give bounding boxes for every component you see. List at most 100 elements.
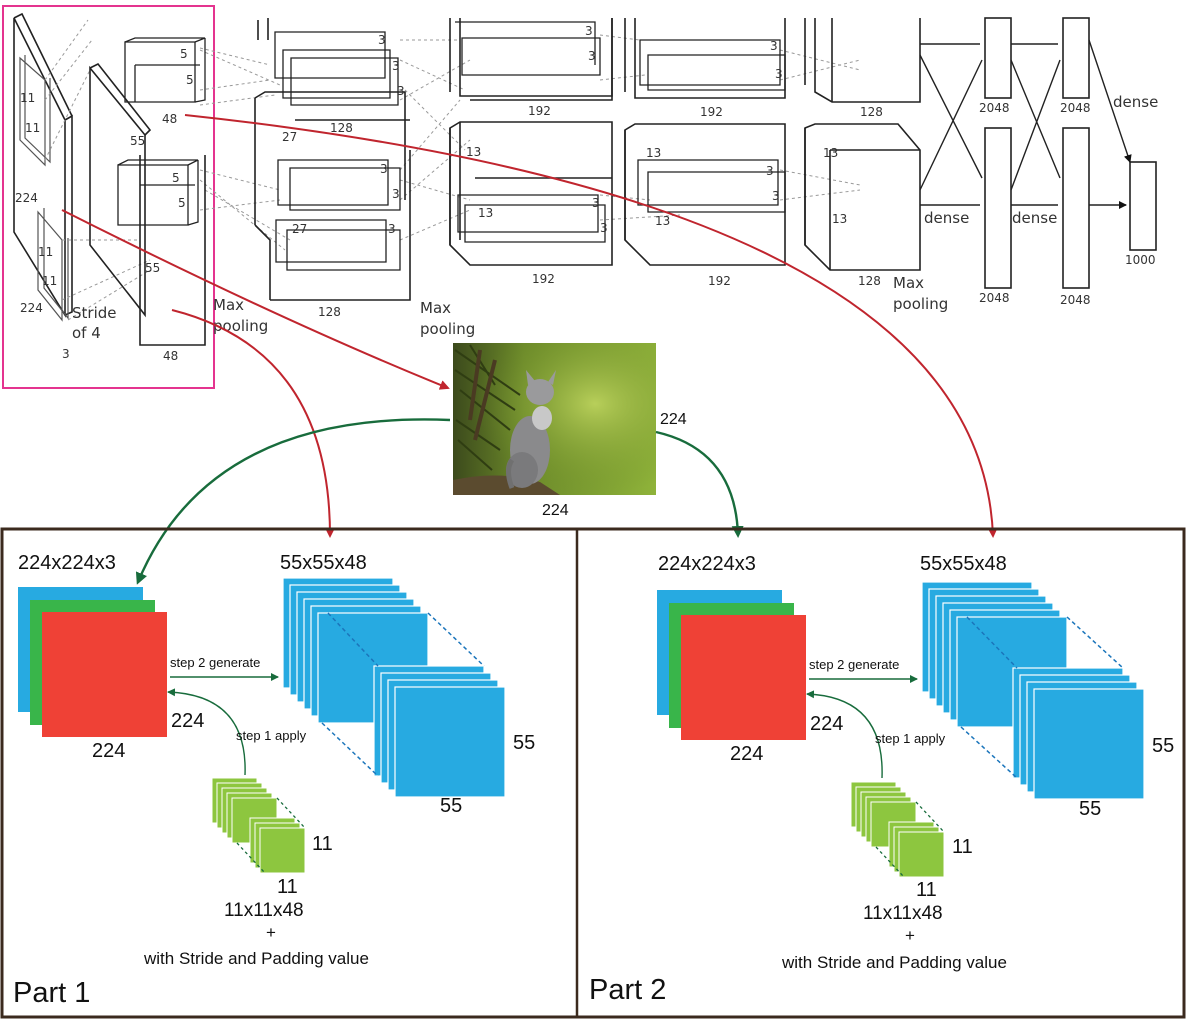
conv3-k1: 3 [585,24,593,38]
conv3-k2: 3 [588,49,596,63]
part1-note: with Stride and Padding value [143,949,369,968]
green-arrow-to-part2 [655,430,744,538]
part1-input-height: 224 [92,740,125,762]
conv1-bottom-volume [117,155,206,346]
kitten-photo: 224 224 [453,343,687,519]
conv3-size-bottom: 13 [478,206,493,220]
part1-output-width: 55 [513,732,535,754]
projection-lines [44,19,861,321]
dense-label-1: dense [924,209,969,227]
pool1-label-a: Max [213,296,244,314]
connector-arrows [61,114,998,585]
conv4-k2: 3 [775,67,783,81]
photo-width-label: 224 [660,411,687,428]
pine-tree-icon [454,344,521,471]
part2-kernel-h: 11 [952,836,973,858]
part2-step1: step 1 apply [875,731,946,746]
part2-output-dims: 55x55x48 [920,553,1007,575]
conv2-bottom-volume [254,150,411,301]
part1-kernel-dims: 11x11x48 [224,900,304,921]
red-arrow-to-part1 [171,309,335,538]
green-arrow-to-part1 [135,418,451,585]
part1-step2: step 2 generate [170,655,260,670]
pool2-label-a: Max [420,299,451,317]
conv2-depth-bottom: 128 [318,305,341,319]
pool1-label-b: pooling [213,317,268,335]
conv1-depth-bottom: 48 [163,349,178,363]
conv4-bottom-volume [624,123,786,266]
alexnet-network [2,5,1157,389]
conv3-k3: 3 [592,196,600,210]
conv5-size-b: 13 [832,212,847,226]
part2-kernel-w: 11 [916,879,937,901]
part1-input-dims: 224x224x3 [18,552,116,574]
conv3-bottom-volume [449,121,613,266]
conv4-top-volume [624,18,786,99]
input-highlight-box [2,5,215,389]
fc2-bottom [1062,127,1090,289]
conv3-depth-top: 192 [528,104,551,118]
part2-output-width: 55 [1152,735,1174,757]
conv2-size-top: 27 [282,130,297,144]
fc1-bottom-label: 2048 [979,291,1010,305]
part1-kernel-h: 11 [312,833,333,855]
part1-step1: step 1 apply [236,728,307,743]
conv2-depth-top: 128 [330,121,353,135]
conv3-k4: 3 [600,221,608,235]
fc2-top [1062,17,1090,99]
conv3-size-top: 13 [466,145,481,159]
conv1-kernel-d: 5 [178,196,186,210]
conv1-kernel-b: 5 [186,73,194,87]
input-kernel-c: 11 [38,245,53,259]
parts-frame [0,527,1186,1019]
conv5-depth-bottom: 128 [858,274,881,288]
input-kernel-a: 11 [20,91,35,105]
part2-title: Part 2 [589,974,666,1006]
conv1-depth-top: 48 [162,112,177,126]
conv5-bottom-volume [804,123,921,271]
fc1-top-label: 2048 [979,101,1010,115]
fc2-top-label: 2048 [1060,101,1091,115]
conv3-depth-bottom: 192 [532,272,555,286]
conv5-top-volume [804,18,921,103]
conv2-k5: 3 [392,187,400,201]
part2-output-height: 55 [1079,798,1101,820]
input-channel-red [42,612,167,737]
red-arrow-to-photo [61,209,450,390]
pool5-label-a: Max [893,274,924,292]
part-2-panel: 224x224x3 55x55x48 224 224 55 55 step 2 … [589,553,1174,1006]
part2-plus: + [905,926,915,945]
fc1-bottom [984,127,1012,289]
part-1-panel: 224x224x3 55x55x48 224 224 55 55 step 2 … [13,552,535,1009]
conv5-depth-top: 128 [860,105,883,119]
part2-input-width: 224 [810,713,843,735]
input-volume [13,12,73,322]
fc-output [1129,161,1157,251]
input-kernel-b: 11 [25,121,40,135]
part1-output-dims: 55x55x48 [280,552,367,574]
part2-step2: step 2 generate [809,657,899,672]
kitten-icon [506,370,556,489]
dense-layers [919,17,1157,289]
conv4-size-bottom: 13 [655,214,670,228]
fc-output-label: 1000 [1125,253,1156,267]
part2-kernel-dims: 11x11x48 [863,903,943,924]
conv4-k3: 3 [766,164,774,178]
pool5-label-b: pooling [893,295,948,313]
red-arrow-to-part2 [184,114,998,538]
conv2-size-bottom: 27 [292,222,307,236]
conv4-size-top: 13 [646,146,661,160]
input-depth-label: 3 [62,347,70,361]
conv2-k6: 3 [388,222,396,236]
input-channel-red [681,615,806,740]
conv4-depth-top: 192 [700,105,723,119]
fc1-top [984,17,1012,99]
part1-input-width: 224 [171,710,204,732]
conv4-depth-bottom: 192 [708,274,731,288]
conv2-k3: 3 [397,84,405,98]
conv2-k4: 3 [380,162,388,176]
conv1-kernel-c: 5 [172,171,180,185]
part2-input-height: 224 [730,743,763,765]
part2-input-dims: 224x224x3 [658,553,756,575]
